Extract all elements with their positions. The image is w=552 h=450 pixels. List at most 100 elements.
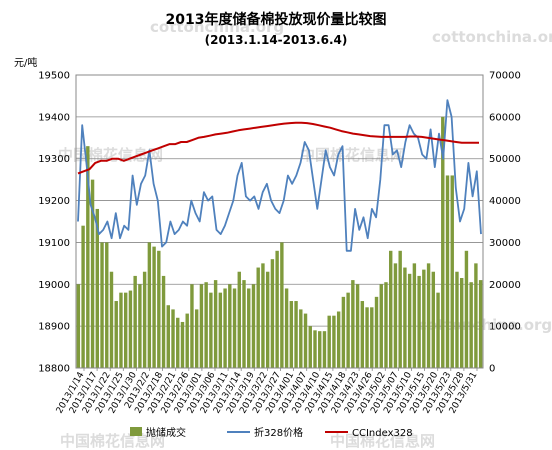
left-tick-label: 19200 xyxy=(38,196,70,207)
bar xyxy=(422,269,426,368)
bar xyxy=(436,292,440,368)
bar xyxy=(374,296,379,368)
bar xyxy=(190,284,194,368)
bar xyxy=(459,278,464,368)
bar xyxy=(379,284,383,368)
bar xyxy=(251,284,256,368)
bar xyxy=(128,290,133,368)
bar xyxy=(86,146,90,368)
left-tick-label: 19100 xyxy=(38,238,70,249)
bar xyxy=(365,307,369,368)
bar xyxy=(76,284,81,368)
bar xyxy=(332,315,336,368)
bar xyxy=(218,292,223,368)
bar xyxy=(450,175,454,368)
bar xyxy=(280,242,284,368)
bar xyxy=(393,263,398,368)
chart-subtitle: (2013.1.14-2013.6.4) xyxy=(205,33,348,47)
watermark-cn-bottom: 中国棉花信息网 xyxy=(60,432,165,450)
bar xyxy=(166,305,170,368)
left-tick-label: 18800 xyxy=(38,364,70,375)
right-tick-label: 60000 xyxy=(489,112,521,123)
bar xyxy=(105,242,109,368)
bar xyxy=(147,242,152,368)
right-tick-label: 10000 xyxy=(489,322,521,333)
bar xyxy=(299,309,303,368)
left-tick-label: 19400 xyxy=(38,112,70,123)
right-tick-label: 20000 xyxy=(489,280,521,291)
bar xyxy=(360,301,365,368)
legend-label-index: CCIndex328 xyxy=(352,428,413,439)
bar xyxy=(247,288,251,368)
bar xyxy=(261,263,265,368)
bar xyxy=(403,267,407,368)
bar-series-auction-volume xyxy=(76,116,483,368)
bar xyxy=(194,309,199,368)
legend-label-bars: 抛储成交 xyxy=(146,426,186,439)
bar xyxy=(355,284,360,368)
bar xyxy=(346,292,350,368)
bar xyxy=(161,275,166,368)
left-tick-label: 19500 xyxy=(38,71,70,82)
bar xyxy=(431,271,436,368)
bar xyxy=(407,273,412,368)
bar xyxy=(336,311,341,368)
bar xyxy=(109,271,114,368)
bar xyxy=(95,208,100,368)
bar xyxy=(455,271,459,368)
bar xyxy=(242,280,246,368)
bar xyxy=(341,296,346,368)
bar xyxy=(204,282,208,368)
axes xyxy=(75,74,484,371)
bar xyxy=(327,315,331,368)
bar xyxy=(180,321,185,368)
line-series-group xyxy=(77,99,482,252)
left-axis-tick-labels: 18800 18900 19000 19100 19200 19300 19400 19500 xyxy=(38,71,70,375)
bar xyxy=(232,288,237,368)
bar xyxy=(133,275,137,368)
watermark-cn-mid: 中国棉花信息网 xyxy=(300,146,405,164)
bar xyxy=(445,175,450,368)
right-axis-tick-labels: 0 10000 20000 30000 40000 50000 60000 70000 xyxy=(489,71,521,375)
bar xyxy=(322,331,327,368)
line-series-price-328 xyxy=(77,99,482,252)
bar xyxy=(152,246,156,368)
bar xyxy=(228,284,232,368)
bar xyxy=(270,259,275,368)
bar xyxy=(289,301,294,368)
bar xyxy=(90,179,95,368)
watermark-cn-bottom-right: 中国棉花信息网 xyxy=(330,432,435,450)
plot-area-border xyxy=(75,74,484,369)
bar xyxy=(478,280,483,368)
right-tick-label: 40000 xyxy=(489,196,521,207)
bar xyxy=(469,282,473,368)
line-series-ccindex-328 xyxy=(77,121,479,175)
bar xyxy=(223,288,227,368)
right-tick-label: 0 xyxy=(489,364,495,375)
bar xyxy=(474,263,478,368)
right-tick-label: 70000 xyxy=(489,71,521,82)
bar xyxy=(351,280,355,368)
bar xyxy=(303,313,308,368)
bar xyxy=(389,250,393,368)
legend: 抛储成交 折328价格 CCIndex328 xyxy=(130,426,413,439)
bar xyxy=(464,250,469,368)
bar xyxy=(370,307,374,368)
left-tick-label: 18900 xyxy=(38,322,70,333)
bar xyxy=(294,301,298,368)
bar xyxy=(318,331,322,368)
right-tick-label: 30000 xyxy=(489,238,521,249)
left-tick-label: 19000 xyxy=(38,280,70,291)
bar xyxy=(157,250,161,368)
legend-label-price: 折328价格 xyxy=(254,426,303,439)
bar xyxy=(123,292,128,368)
bar xyxy=(171,309,175,368)
bar xyxy=(185,313,189,368)
bar xyxy=(417,275,421,368)
bar xyxy=(426,263,431,368)
bar xyxy=(213,280,218,368)
left-axis-unit: 元/吨 xyxy=(14,56,37,69)
bar xyxy=(398,250,402,368)
